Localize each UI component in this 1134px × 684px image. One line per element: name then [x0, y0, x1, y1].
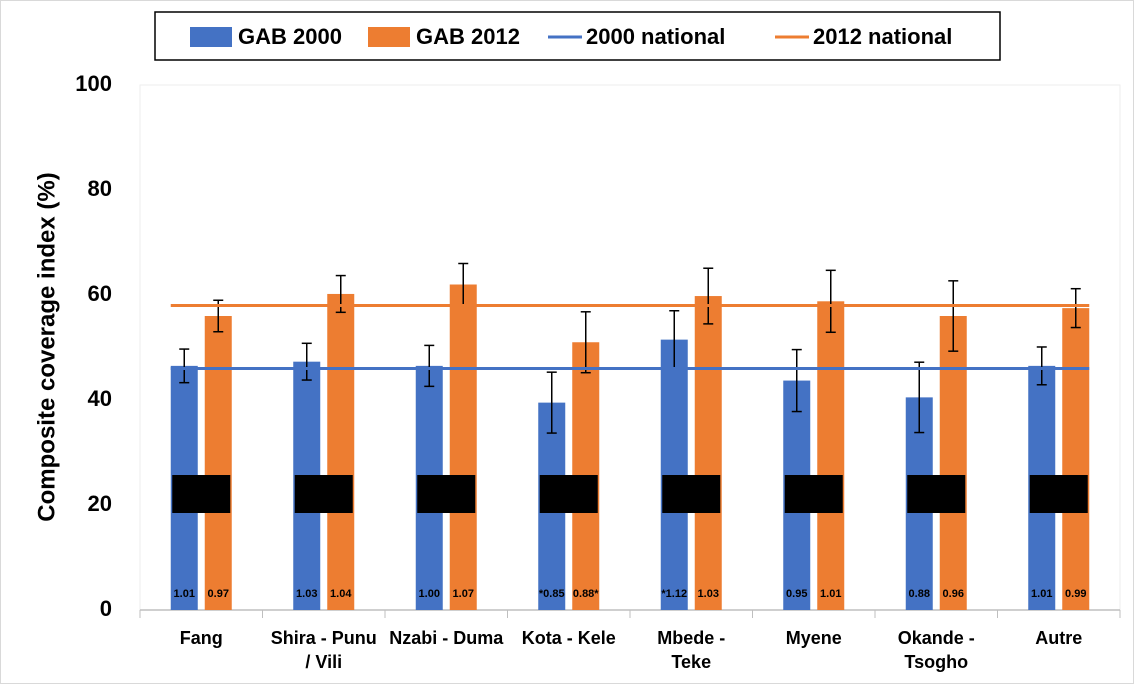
x-tick-label: Tsogho — [904, 652, 968, 672]
x-tick-label: / Vili — [305, 652, 342, 672]
bar — [939, 316, 967, 610]
legend-label: GAB 2000 — [238, 24, 342, 49]
annotation-box — [662, 475, 721, 513]
bar-value-label: 1.03 — [698, 588, 719, 600]
x-tick-label: Teke — [671, 652, 711, 672]
annotation-box — [907, 475, 966, 513]
annotation: 22% — [179, 481, 223, 506]
y-tick-label: 60 — [88, 281, 112, 306]
annotation-box — [172, 475, 231, 513]
legend-label: 2000 national — [586, 24, 725, 49]
bar-value-label: 0.99 — [1065, 588, 1086, 600]
x-tick-label: Kota - Kele — [522, 628, 616, 648]
bar-value-label: 1.04 — [330, 588, 352, 600]
x-tick-label: Mbede - — [657, 628, 725, 648]
bar — [660, 339, 688, 610]
legend-swatch — [190, 27, 232, 47]
bar-value-label: *0.85 — [539, 588, 565, 600]
annotation: 24% — [1037, 481, 1081, 506]
annotation: 4% — [798, 481, 830, 506]
bar-value-label: 0.96 — [943, 588, 964, 600]
bar — [327, 293, 355, 610]
bar — [204, 316, 232, 610]
bar — [694, 296, 722, 610]
legend-label: GAB 2012 — [416, 24, 520, 49]
annotation-box — [1029, 475, 1088, 513]
bar-value-label: 0.88* — [573, 588, 599, 600]
annotation: 20% — [302, 481, 346, 506]
y-tick-label: 100 — [75, 71, 112, 96]
annotation: 11% — [425, 481, 468, 506]
bar-value-label: 0.95 — [786, 588, 807, 600]
bar-value-label: 1.01 — [1031, 588, 1052, 600]
y-axis-title: Composite coverage index (%) — [33, 172, 60, 521]
annotation-box — [539, 475, 598, 513]
bar — [817, 301, 845, 610]
x-tick-label: Okande - — [898, 628, 975, 648]
y-tick-label: 80 — [88, 176, 112, 201]
x-tick-label: Nzabi - Duma — [389, 628, 504, 648]
bar-value-label: 0.88 — [909, 588, 930, 600]
annotation: 3% — [920, 481, 952, 506]
y-tick-label: 40 — [88, 386, 112, 411]
y-tick-label: 20 — [88, 491, 112, 516]
annotation-box — [417, 475, 476, 513]
bar-value-label: 0.97 — [208, 588, 229, 600]
x-tick-label: Autre — [1035, 628, 1082, 648]
bar — [449, 284, 477, 610]
x-tick-label: Shira - Punu — [271, 628, 377, 648]
annotation-box — [294, 475, 353, 513]
bar-value-label: 1.07 — [453, 588, 474, 600]
annotation: 8% — [675, 481, 707, 506]
annotation: 8% — [553, 481, 585, 506]
bar — [1062, 308, 1090, 610]
annotation-box — [784, 475, 843, 513]
x-tick-label: Fang — [180, 628, 223, 648]
legend-swatch — [368, 27, 410, 47]
bar-value-label: 1.00 — [419, 588, 440, 600]
bar-value-label: 1.01 — [174, 588, 195, 600]
bar-value-label: 1.03 — [296, 588, 317, 600]
bar-value-label: 1.01 — [820, 588, 841, 600]
bar-value-label: *1.12 — [661, 588, 687, 600]
legend-label: 2012 national — [813, 24, 952, 49]
x-tick-label: Myene — [786, 628, 842, 648]
y-tick-label: 0 — [100, 596, 112, 621]
